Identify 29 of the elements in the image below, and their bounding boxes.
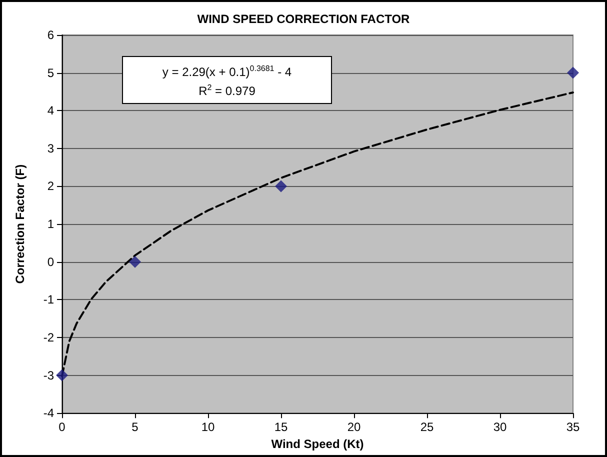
x-tick-label: 0 <box>58 420 66 434</box>
chart-title: WIND SPEED CORRECTION FACTOR <box>197 12 410 26</box>
y-tick-label: -4 <box>43 406 54 420</box>
y-tick-label: 5 <box>47 66 54 80</box>
y-tick-label: 1 <box>47 217 54 232</box>
x-tick-label: 25 <box>420 420 434 434</box>
point <box>567 66 579 79</box>
point <box>275 180 287 192</box>
x-tick-label: 15 <box>274 420 288 434</box>
x-tick-label: 5 <box>132 420 139 434</box>
x-tick-label: 10 <box>201 420 215 434</box>
y-tick-label: 4 <box>47 104 54 118</box>
y-tick-label: -1 <box>43 292 54 307</box>
y-tick-label: 6 <box>47 28 54 42</box>
y-tick-label: 3 <box>47 141 54 156</box>
point <box>129 256 141 268</box>
x-tick-label: 35 <box>566 420 580 434</box>
y-tick-label: -2 <box>43 330 54 344</box>
point <box>56 369 68 382</box>
equation-box: y = 2.29(x + 0.1)$^{0.3681}$ - 4 R$^{2}$ = 0.979 <box>122 56 332 104</box>
x-tick-label: 20 <box>347 420 361 434</box>
x-axis-title: Wind Speed (Kt) <box>271 437 364 451</box>
annotation: y = 2.29(x + 0.1)$^{0.3681}$ - 4 <box>161 63 293 80</box>
y-tick-label: -3 <box>43 368 54 382</box>
y-tick-label: 2 <box>47 179 54 194</box>
annotation: R$^{2}$ = 0.979 <box>198 82 256 99</box>
y-tick-label: 0 <box>47 254 54 269</box>
y-axis-title: Correction Factor (F) <box>13 164 27 284</box>
x-tick-label: 30 <box>493 420 507 434</box>
